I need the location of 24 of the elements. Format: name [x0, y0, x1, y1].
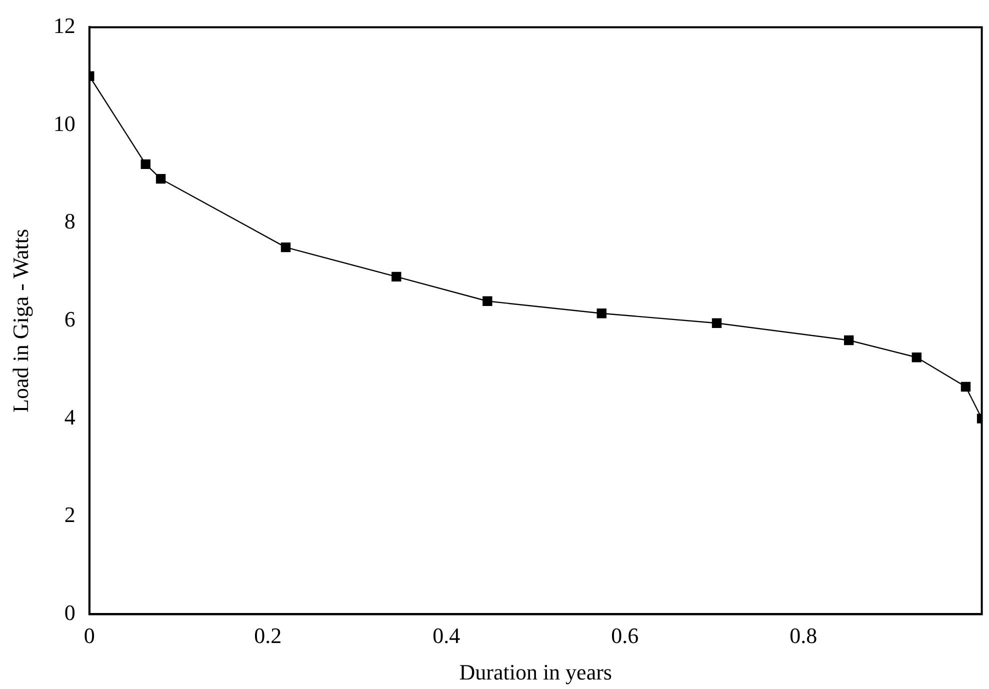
y-tick-label: 0 [64, 600, 76, 625]
y-tick-label: 12 [53, 12, 76, 38]
point [844, 335, 854, 346]
x-tick-label: 0 [84, 623, 95, 648]
point [912, 352, 922, 362]
point [280, 242, 291, 252]
y-axis-title: Load in Giga - Watts [8, 228, 33, 412]
x-tick-label: 0.8 [790, 623, 818, 648]
y-tick-label: 2 [64, 502, 76, 528]
point [140, 159, 150, 170]
point [596, 308, 606, 318]
point [482, 296, 492, 306]
x-tick-label: 0.4 [432, 623, 460, 648]
y-tick-label: 8 [64, 208, 76, 234]
x-axis-title: Duration in years [459, 660, 612, 685]
y-tick-label: 10 [53, 110, 76, 136]
point [156, 174, 166, 184]
point [392, 272, 402, 282]
point [960, 382, 971, 392]
x-tick-label: 0.2 [254, 623, 282, 648]
y-tick-label: 6 [64, 306, 76, 332]
x-tick-label: 0.6 [611, 623, 639, 648]
point [712, 318, 722, 328]
y-tick-label: 4 [64, 404, 76, 430]
